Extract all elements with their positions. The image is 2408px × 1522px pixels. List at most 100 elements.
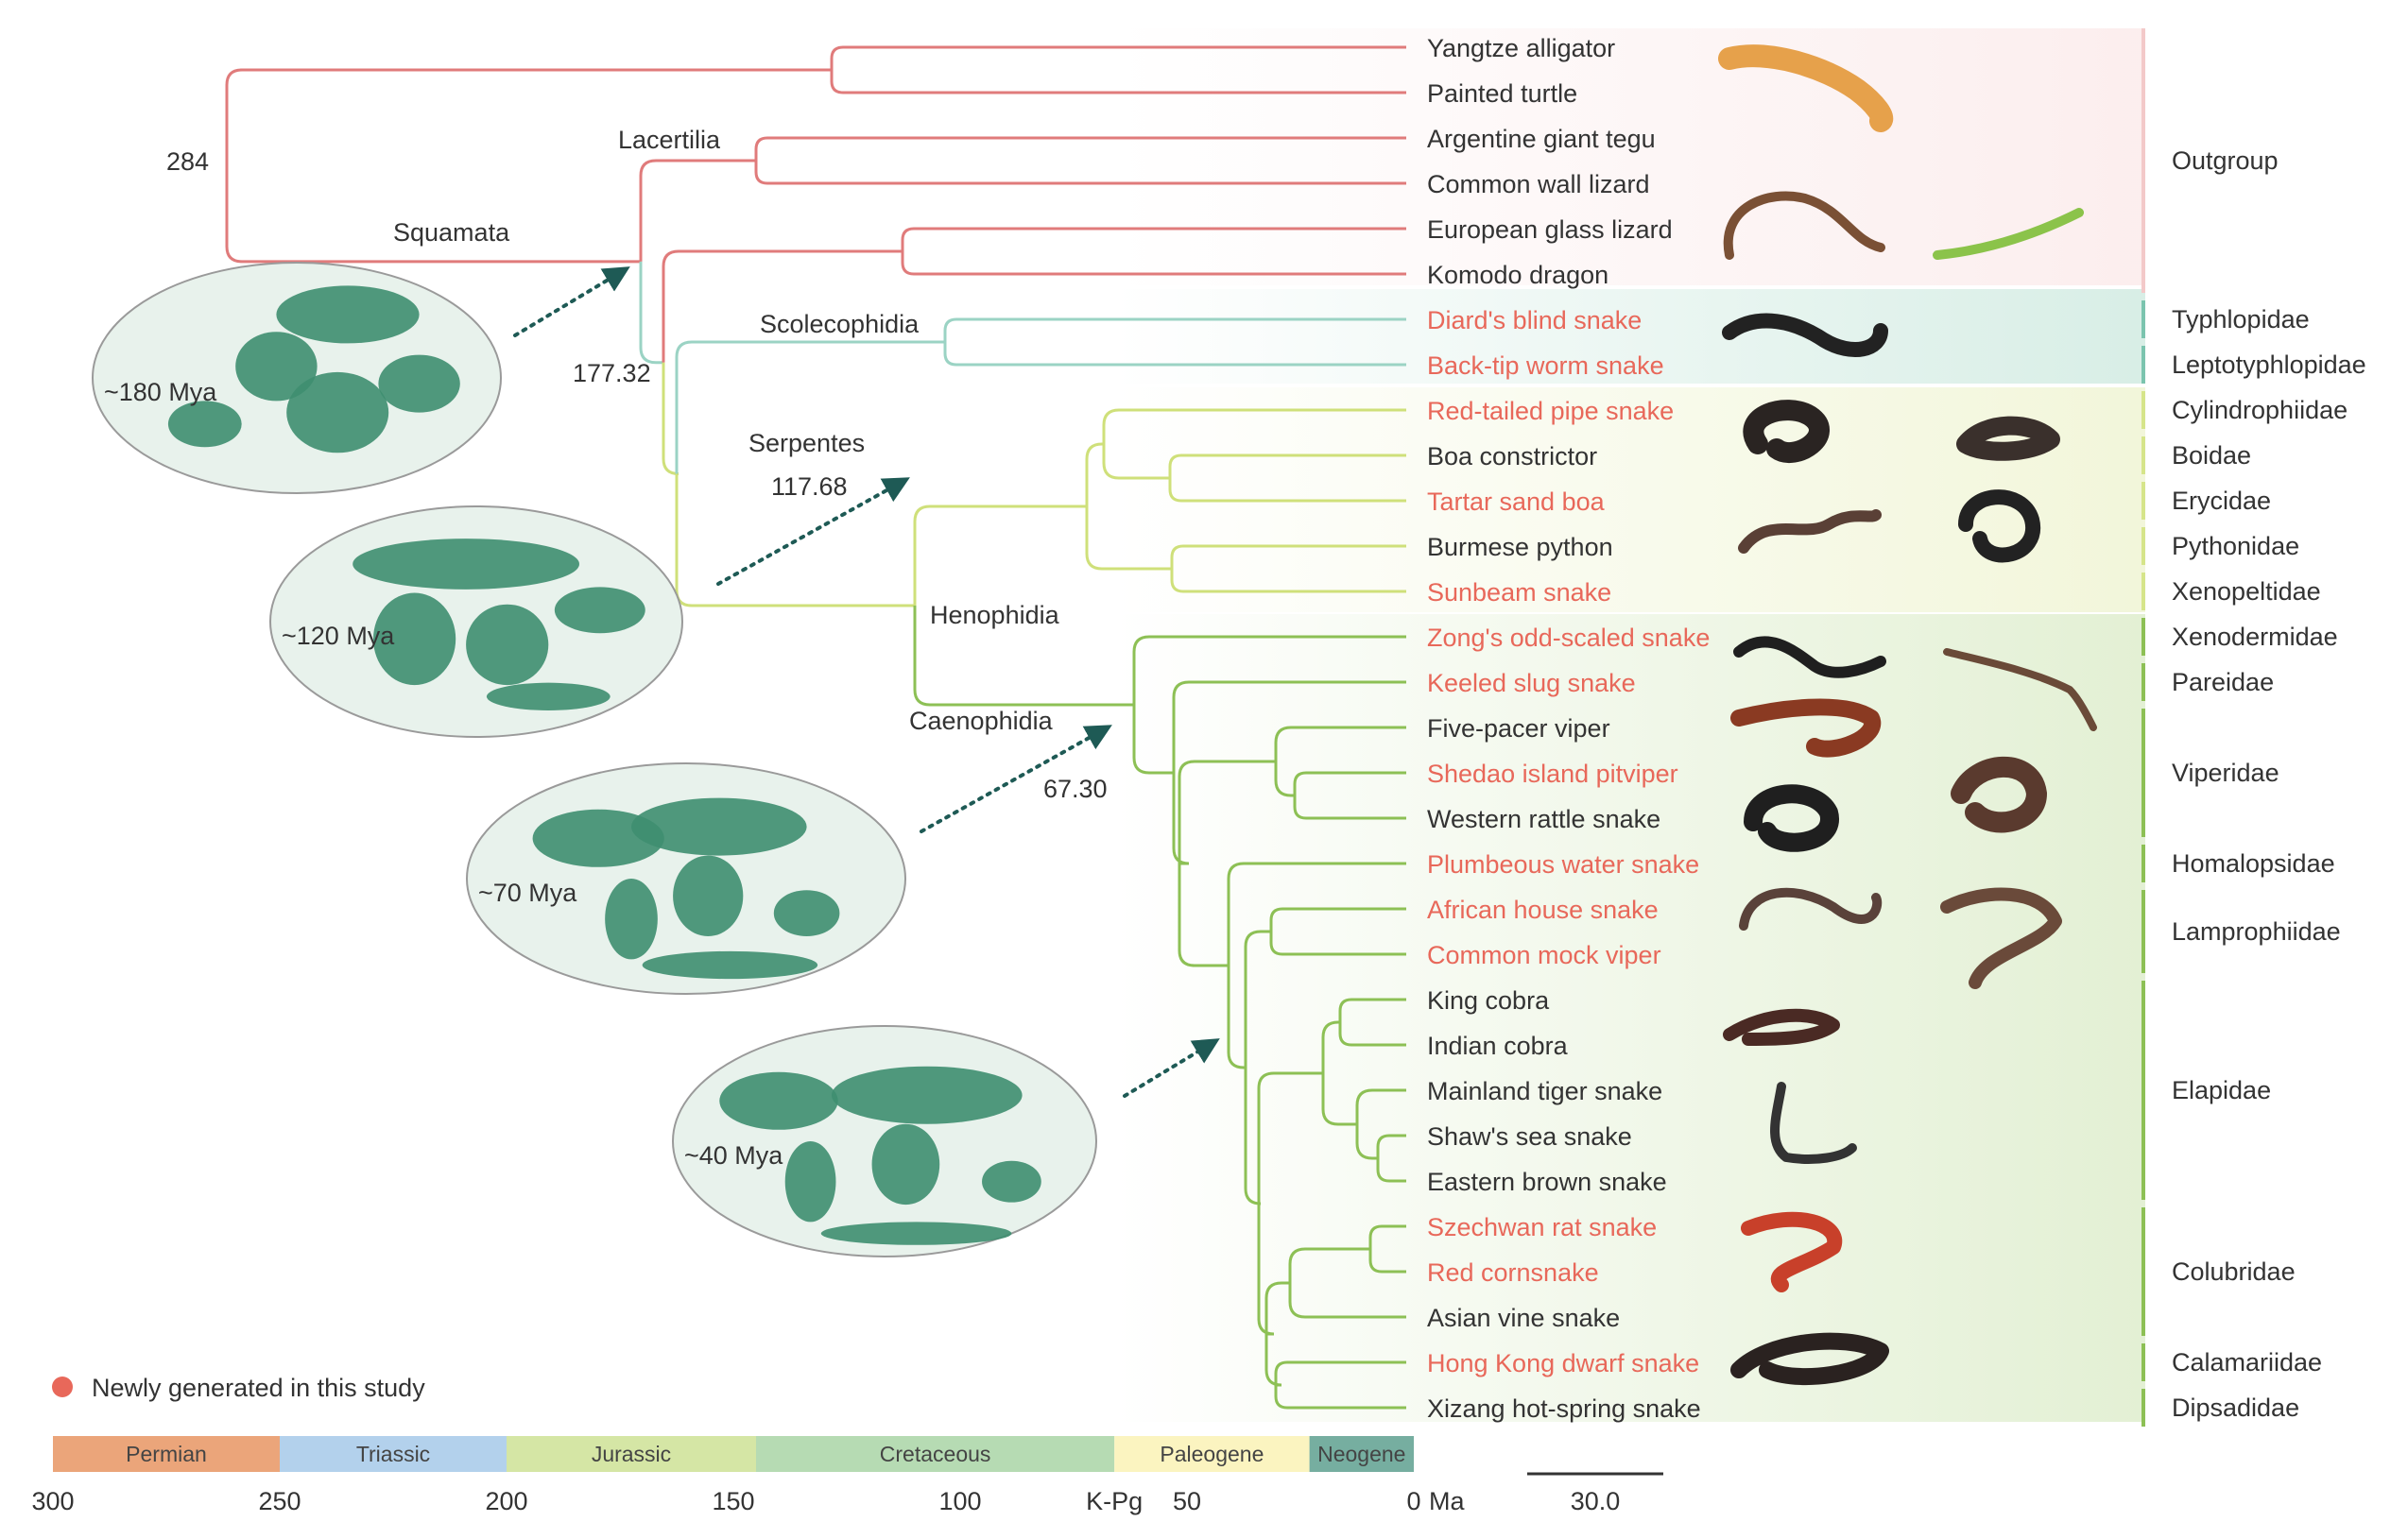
internal-branch <box>1132 705 1174 775</box>
time-tick-label: 100 <box>938 1487 981 1515</box>
paleo-map-landmass <box>486 682 611 710</box>
gecko-picture <box>1718 44 1894 132</box>
paleo-map-landmass <box>235 332 318 402</box>
band-scolecophidia <box>1115 289 2145 384</box>
species-label: Common wall lizard <box>1427 170 1650 198</box>
tip-branch <box>1288 1283 1406 1319</box>
species-label: Tartar sand boa <box>1427 487 1606 516</box>
internal-branch <box>1355 1124 1378 1160</box>
lamprophiid1-picture <box>1739 887 1883 931</box>
paleo-map-landmass <box>373 592 456 686</box>
paleo-map-label: ~120 Mya <box>282 622 395 650</box>
species-label: Keeled slug snake <box>1427 669 1636 697</box>
tip-branch <box>1269 932 1406 956</box>
internal-branch <box>1227 966 1246 1069</box>
internal-branch <box>1257 1071 1323 1204</box>
arrow-40 <box>1123 1038 1220 1098</box>
paleo-map-landmass <box>832 1066 1023 1124</box>
tip-branch <box>1376 1158 1406 1183</box>
paleo-map-label: ~180 Mya <box>104 378 217 406</box>
paleo-map-landmass <box>554 587 645 634</box>
family-label: Outgroup <box>2172 146 2279 175</box>
tip-branch <box>1293 795 1406 820</box>
paleo-map-label: ~40 Mya <box>684 1141 783 1170</box>
tip-branch <box>901 251 1406 276</box>
species-label: Five-pacer viper <box>1427 714 1610 743</box>
time-tick-label: 150 <box>712 1487 754 1515</box>
clade-label-serpentes: Serpentes <box>748 429 865 457</box>
boa-picture <box>1738 509 1882 554</box>
paleo-map-landmass <box>982 1160 1041 1203</box>
species-label: European glass lizard <box>1427 215 1673 244</box>
tip-branch <box>1170 544 1406 569</box>
blind-snake-picture <box>1722 313 1888 358</box>
cobra-picture <box>1770 1082 1857 1164</box>
tip-branch <box>1102 408 1406 444</box>
internal-branch <box>1085 506 1110 571</box>
paleo-map-landmass <box>378 354 460 413</box>
internal-branch <box>662 362 679 475</box>
arrow-180 <box>513 266 630 337</box>
arrow-120 <box>716 477 910 586</box>
paleo-map-landmass <box>820 1222 1012 1245</box>
period-label: Cretaceous <box>880 1442 991 1466</box>
paleo-map-landmass <box>276 285 420 344</box>
clade-label-scolecophidia: Scolecophidia <box>760 310 920 338</box>
green-lizard-picture <box>1933 208 2084 260</box>
tip-branch <box>1368 1249 1406 1274</box>
node-age-root: 284 <box>166 147 209 176</box>
family-label: Colubridae <box>2172 1257 2296 1286</box>
scale-bar-label: 30.0 <box>1571 1487 1621 1515</box>
internal-branch <box>1321 1073 1357 1126</box>
species-label: Eastern brown snake <box>1427 1168 1667 1196</box>
paleo-map-landmass <box>466 604 549 686</box>
period-bar <box>1114 1436 1310 1472</box>
pipe-snake-picture <box>1743 400 1830 463</box>
viper1-picture <box>1730 698 1882 758</box>
family-label: Lamprophiidae <box>2172 917 2341 946</box>
period-label: Neogene <box>1317 1442 1405 1466</box>
time-unit-label: Ma <box>1429 1487 1465 1515</box>
family-label: Viperidae <box>2172 759 2279 787</box>
internal-branch <box>675 473 915 607</box>
species-label: African house snake <box>1427 896 1659 924</box>
node-age-caenophidia: 67.30 <box>1043 775 1108 803</box>
internal-branch <box>913 504 1087 606</box>
internal-branch <box>1244 1068 1262 1206</box>
arrow-70 <box>920 725 1112 833</box>
family-label: Leptotyphlopidae <box>2172 351 2366 379</box>
animal-silhouettes <box>1718 44 2097 1386</box>
species-label: Zong's odd-scaled snake <box>1427 624 1710 652</box>
tip-branch <box>830 45 1406 70</box>
internal-branch <box>913 606 1096 707</box>
internal-branch <box>1274 761 1295 797</box>
clade-labels: Squamata Lacertilia Scolecophidia Serpen… <box>393 126 1060 735</box>
period-bar <box>507 1436 756 1472</box>
tip-branch <box>1293 771 1406 795</box>
internal-branch <box>1085 442 1104 506</box>
species-label: Hong Kong dwarf snake <box>1427 1349 1699 1377</box>
species-label: Red cornsnake <box>1427 1258 1599 1287</box>
python-picture <box>1958 489 2041 563</box>
species-label: King cobra <box>1427 986 1550 1015</box>
internal-branch <box>225 165 641 264</box>
species-label: Shedao island pitviper <box>1427 760 1678 788</box>
species-label: Back-tip worm snake <box>1427 351 1664 380</box>
dwarf-snake-picture <box>1730 1332 1889 1386</box>
paleo-map-landmass <box>642 950 818 980</box>
species-label: Painted turtle <box>1427 79 1577 108</box>
species-label: Diard's blind snake <box>1427 306 1642 334</box>
tip-branch <box>1338 1022 1406 1047</box>
internal-branch <box>1244 930 1271 1068</box>
time-tick-label: 250 <box>258 1487 301 1515</box>
internal-branch <box>1288 1247 1370 1283</box>
tip-branch <box>754 161 1406 185</box>
pareid-picture <box>1943 648 2097 731</box>
time-tick-label: 50 <box>1173 1487 1201 1515</box>
paleo-map-landmass <box>673 855 744 936</box>
species-label: Indian cobra <box>1427 1032 1569 1060</box>
family-label: Elapidae <box>2172 1076 2271 1104</box>
species-label: Red-tailed pipe snake <box>1427 397 1674 425</box>
internal-branch <box>675 340 945 474</box>
ratsnake-picture <box>1741 1211 1843 1292</box>
